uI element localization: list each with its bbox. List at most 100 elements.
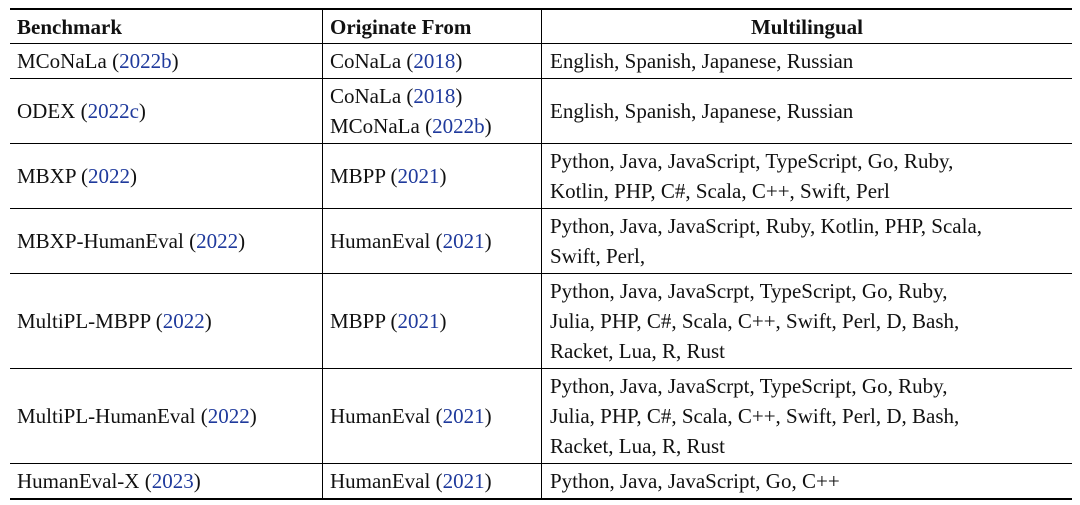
citation-year: 2018 — [413, 49, 456, 73]
row-rule — [10, 368, 1072, 369]
origin-entry: HumanEval (2021) — [330, 404, 492, 428]
benchmark-cell: HumanEval-X (2023) — [10, 464, 323, 498]
languages-line: Swift, Perl, — [550, 244, 646, 268]
origin-name: CoNaLa — [330, 49, 402, 73]
languages-list: Python, Java, JavaScript, Go, C++ — [550, 466, 840, 496]
origin-list: MBPP (2021) — [330, 306, 447, 336]
languages-line: Racket, Lua, R, Rust — [550, 434, 725, 458]
citation-year: 2022c — [87, 99, 139, 123]
benchmark-cell: ODEX (2022c) — [10, 79, 323, 143]
origin-name: CoNaLa — [330, 84, 402, 108]
benchmark-cell: MBXP-HumanEval (2022) — [10, 209, 323, 273]
origin-list: HumanEval (2021) — [330, 226, 492, 256]
languages-cell: Python, Java, JavaScript, Go, C++ — [542, 464, 1072, 498]
benchmark-entry: MultiPL-MBPP (2022) — [17, 309, 212, 333]
languages-cell: English, Spanish, Japanese, Russian — [542, 44, 1072, 78]
row-rule — [10, 143, 1072, 144]
origin-cell: CoNaLa (2018) MCoNaLa (2022b) — [323, 79, 542, 143]
origin-list: HumanEval (2021) — [330, 466, 492, 496]
languages-list: Python, Java, JavaScrpt, TypeScript, Go,… — [550, 276, 959, 366]
languages-list: Python, Java, JavaScript, Ruby, Kotlin, … — [550, 211, 982, 271]
table-row: MultiPL-HumanEval (2022) HumanEval (2021)… — [10, 369, 1072, 463]
citation-year: 2021 — [442, 469, 485, 493]
citation-year: 2022 — [88, 164, 130, 188]
benchmark-cell: MBXP (2022) — [10, 144, 323, 208]
origin-entry: CoNaLa (2018) — [330, 49, 463, 73]
benchmark-entry: MCoNaLa (2022b) — [17, 49, 179, 73]
benchmark-entry: MBXP (2022) — [17, 164, 137, 188]
origin-cell: HumanEval (2021) — [323, 464, 542, 498]
benchmark-table: Benchmark Originate From Multilingual MC… — [10, 8, 1072, 500]
origin-entry: MBPP (2021) — [330, 164, 447, 188]
benchmark-entry: MultiPL-HumanEval (2022) — [17, 404, 257, 428]
citation-year: 2023 — [151, 469, 194, 493]
row-rule — [10, 463, 1072, 464]
benchmark-cell: MultiPL-MBPP (2022) — [10, 274, 323, 368]
citation-year: 2021 — [442, 404, 485, 428]
languages-line: Kotlin, PHP, C#, Scala, C++, Swift, Perl — [550, 179, 890, 203]
origin-entry: HumanEval (2021) — [330, 469, 492, 493]
row-rule — [10, 78, 1072, 79]
languages-cell: Python, Java, JavaScrpt, TypeScript, Go,… — [542, 369, 1072, 463]
origin-entry: HumanEval (2021) — [330, 229, 492, 253]
languages-cell: Python, Java, JavaScript, Ruby, Kotlin, … — [542, 209, 1072, 273]
languages-line: Julia, PHP, C#, Scala, C++, Swift, Perl,… — [550, 309, 960, 333]
benchmark-name: MCoNaLa — [17, 49, 107, 73]
table-row: MBXP (2022) MBPP (2021) Python, Java, Java… — [10, 144, 1072, 208]
languages-cell: Python, Java, JavaScript, TypeScript, Go… — [542, 144, 1072, 208]
origin-entry: CoNaLa (2018) — [330, 84, 463, 108]
languages-list: English, Spanish, Japanese, Russian — [550, 46, 853, 76]
benchmark-name: MBXP-HumanEval — [17, 229, 184, 253]
origin-list: HumanEval (2021) — [330, 401, 492, 431]
table-row: MultiPL-MBPP (2022) MBPP (2021) Python, Ja… — [10, 274, 1072, 368]
languages-line: Python, Java, JavaScrpt, TypeScript, Go,… — [550, 374, 948, 398]
benchmark-name: MultiPL-HumanEval — [17, 404, 196, 428]
top-rule — [10, 8, 1072, 10]
benchmark-entry: ODEX (2022c) — [17, 99, 146, 123]
citation-year: 2022b — [119, 49, 172, 73]
origin-entry: MBPP (2021) — [330, 309, 447, 333]
row-rule — [10, 273, 1072, 274]
origin-list: MBPP (2021) — [330, 161, 447, 191]
origin-cell: HumanEval (2021) — [323, 369, 542, 463]
citation-year: 2022 — [207, 404, 250, 428]
header-multilingual: Multilingual — [750, 14, 864, 39]
origin-name: HumanEval — [330, 404, 431, 428]
benchmark-entry: HumanEval-X (2023) — [17, 469, 201, 493]
header-rule — [10, 43, 1072, 44]
origin-cell: CoNaLa (2018) — [323, 44, 542, 78]
header-row: Benchmark Originate From Multilingual — [10, 10, 1072, 43]
table-row: MBXP-HumanEval (2022) HumanEval (2021) Pyt… — [10, 209, 1072, 273]
citation-year: 2021 — [442, 229, 485, 253]
citation-year: 2022 — [162, 309, 205, 333]
languages-cell: English, Spanish, Japanese, Russian — [542, 79, 1072, 143]
citation-year: 2022b — [432, 114, 485, 138]
citation-year: 2022 — [196, 229, 239, 253]
languages-list: Python, Java, JavaScrpt, TypeScript, Go,… — [550, 371, 959, 461]
origin-name: HumanEval — [330, 229, 431, 253]
languages-list: Python, Java, JavaScript, TypeScript, Go… — [550, 146, 953, 206]
origin-cell: HumanEval (2021) — [323, 209, 542, 273]
table-body: MCoNaLa (2022b) CoNaLa (2018) English, Spa… — [10, 44, 1072, 498]
benchmark-entry: MBXP-HumanEval (2022) — [17, 229, 246, 253]
languages-line: Python, Java, JavaScript, Ruby, Kotlin, … — [550, 214, 983, 238]
benchmark-name: ODEX — [17, 99, 76, 123]
languages-line: English, Spanish, Japanese, Russian — [550, 99, 854, 123]
languages-line: Julia, PHP, C#, Scala, C++, Swift, Perl,… — [550, 404, 960, 428]
origin-name: MCoNaLa — [330, 114, 420, 138]
origin-name: MBPP — [330, 164, 386, 188]
table-row: HumanEval-X (2023) HumanEval (2021) Python… — [10, 464, 1072, 498]
languages-line: Python, Java, JavaScrpt, TypeScript, Go,… — [550, 279, 948, 303]
header-benchmark: Benchmark — [10, 10, 323, 43]
benchmark-name: HumanEval-X — [17, 469, 140, 493]
origin-cell: MBPP (2021) — [323, 144, 542, 208]
languages-cell: Python, Java, JavaScrpt, TypeScript, Go,… — [542, 274, 1072, 368]
languages-line: Racket, Lua, R, Rust — [550, 339, 725, 363]
header-originate-from: Originate From — [323, 10, 542, 43]
languages-line: English, Spanish, Japanese, Russian — [550, 49, 854, 73]
origin-cell: MBPP (2021) — [323, 274, 542, 368]
benchmark-name: MBXP — [17, 164, 76, 188]
citation-year: 2021 — [397, 309, 440, 333]
row-rule — [10, 208, 1072, 209]
origin-name: HumanEval — [330, 469, 431, 493]
